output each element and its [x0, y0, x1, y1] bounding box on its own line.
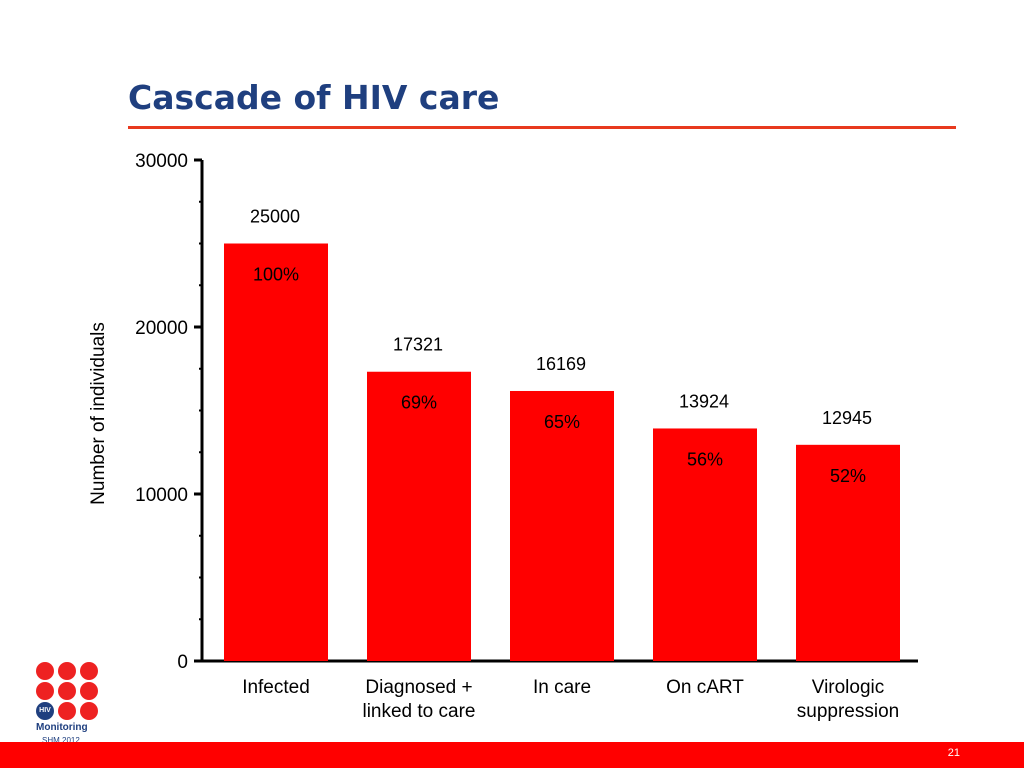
title-underline: [128, 126, 956, 129]
y-tick-label: 20000: [135, 318, 188, 339]
x-tick-label: Virologic: [812, 677, 885, 698]
bar-percent-label: 69%: [401, 393, 437, 413]
hiv-badge: HIV: [36, 702, 54, 720]
bar: [796, 444, 900, 661]
footer-bar: [0, 742, 1024, 768]
y-tick-label: 30000: [135, 151, 188, 172]
bar-value-label: 17321: [393, 335, 443, 355]
x-tick-label: On cART: [666, 677, 744, 698]
bar-percent-label: 65%: [544, 412, 580, 432]
bar-value-label: 13924: [679, 391, 729, 411]
y-tick-label: 10000: [135, 485, 188, 506]
bar-value-label: 12945: [822, 408, 872, 428]
x-tick-label: linked to care: [362, 701, 475, 722]
x-tick-label: Diagnosed +: [365, 677, 472, 698]
logo-brand: Monitoring: [36, 722, 88, 733]
x-tick-label: suppression: [797, 701, 899, 722]
bar-value-label: 25000: [250, 207, 300, 227]
bar-value-label: 16169: [536, 354, 586, 374]
x-tick-label: In care: [533, 677, 591, 698]
bar: [367, 371, 471, 661]
y-axis-label: Number of individuals: [88, 322, 109, 505]
x-tick-label: Infected: [242, 677, 310, 698]
bar-percent-label: 100%: [253, 265, 299, 285]
bar-chart: 0 10000 20000 30000 Number of individuals 250…: [88, 151, 918, 722]
bar: [653, 428, 757, 661]
y-tick-label: 0: [177, 652, 188, 673]
page-number: 21: [947, 747, 960, 759]
bar: [510, 390, 614, 661]
bar: [224, 243, 328, 661]
logo-subtitle: SHM 2012: [42, 736, 80, 745]
bar-percent-label: 52%: [830, 466, 866, 486]
bar-percent-label: 56%: [687, 449, 723, 469]
slide-title: Cascade of HIV care: [128, 78, 500, 117]
hiv-monitoring-logo: HIV Monitoring SHM 2012: [36, 662, 102, 746]
